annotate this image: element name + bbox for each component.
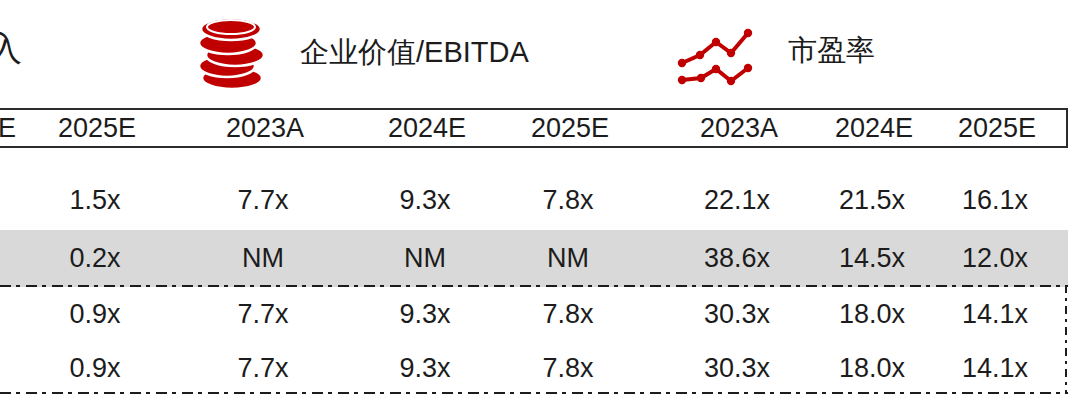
table-cell: 18.0x — [822, 341, 922, 395]
table-cell — [0, 341, 30, 395]
partial-left-metric-label: 入 — [0, 26, 22, 72]
table-cell: 7.7x — [160, 170, 366, 230]
coins-icon — [198, 14, 264, 92]
table-cell: 14.5x — [822, 230, 922, 287]
legend-item-pe-ratio: 市盈率 — [676, 16, 875, 86]
table-row: 0.9x 7.7x 9.3x 7.8x 30.3x 18.0x 14.1x — [0, 287, 1068, 341]
column-header: 2023A — [654, 110, 824, 146]
line-chart-icon — [676, 16, 754, 86]
table-cell: 7.7x — [160, 341, 366, 395]
table-cell — [0, 170, 30, 230]
table-row: 1.5x 7.7x 9.3x 7.8x 22.1x 21.5x 16.1x — [0, 148, 1068, 230]
column-header: 2025E — [486, 110, 654, 146]
table-cell: 30.3x — [652, 341, 822, 395]
dashed-box-right-border — [1065, 285, 1067, 394]
valuation-table-slide: 入 企业价值/EBITDA — [0, 0, 1080, 408]
column-header: 2024E — [368, 110, 486, 146]
table-cell — [0, 287, 30, 341]
table-cell: 7.8x — [484, 341, 652, 395]
table-cell: 38.6x — [652, 230, 822, 287]
table-cell: 0.2x — [30, 230, 160, 287]
table-cell: 16.1x — [922, 170, 1068, 230]
table-row: 0.9x 7.7x 9.3x 7.8x 30.3x 18.0x 14.1x — [0, 341, 1068, 395]
table-cell: 7.8x — [484, 170, 652, 230]
metric-legend-band: 入 企业价值/EBITDA — [0, 0, 1080, 108]
table-cell: NM — [160, 230, 366, 287]
column-header: 2025E — [32, 110, 162, 146]
table-cell: 0.9x — [30, 287, 160, 341]
table-cell: 22.1x — [652, 170, 822, 230]
dashed-box-top-border — [0, 285, 1068, 287]
legend-label-pe-ratio: 市盈率 — [788, 31, 875, 71]
table-cell: 7.7x — [160, 287, 366, 341]
table-cell: 1.5x — [30, 170, 160, 230]
dashed-box-bottom-border — [0, 392, 1068, 394]
table-cell: 9.3x — [366, 341, 484, 395]
table-cell: 7.8x — [484, 287, 652, 341]
column-header: 2023A — [162, 110, 368, 146]
table-cell: NM — [366, 230, 484, 287]
table-row-highlighted: 0.2x NM NM NM 38.6x 14.5x 12.0x — [0, 230, 1068, 287]
table-cell: 9.3x — [366, 287, 484, 341]
table-cell: 9.3x — [366, 170, 484, 230]
table-cell: NM — [484, 230, 652, 287]
column-header: 2024E — [824, 110, 924, 146]
legend-label-ev-ebitda: 企业价值/EBITDA — [300, 33, 529, 73]
table-cell: 14.1x — [922, 341, 1068, 395]
legend-item-ev-ebitda: 企业价值/EBITDA — [198, 14, 529, 92]
table-cell: 0.9x — [30, 341, 160, 395]
table-cell: 14.1x — [922, 287, 1068, 341]
table-cell: 30.3x — [652, 287, 822, 341]
table-header-row: E 2025E 2023A 2024E 2025E 2023A 2024E 20… — [0, 108, 1068, 148]
column-header: E — [0, 110, 32, 146]
column-header: 2025E — [924, 110, 1070, 146]
table-cell: 12.0x — [922, 230, 1068, 287]
table-cell: 21.5x — [822, 170, 922, 230]
table-cell: 18.0x — [822, 287, 922, 341]
table-cell — [0, 230, 30, 287]
